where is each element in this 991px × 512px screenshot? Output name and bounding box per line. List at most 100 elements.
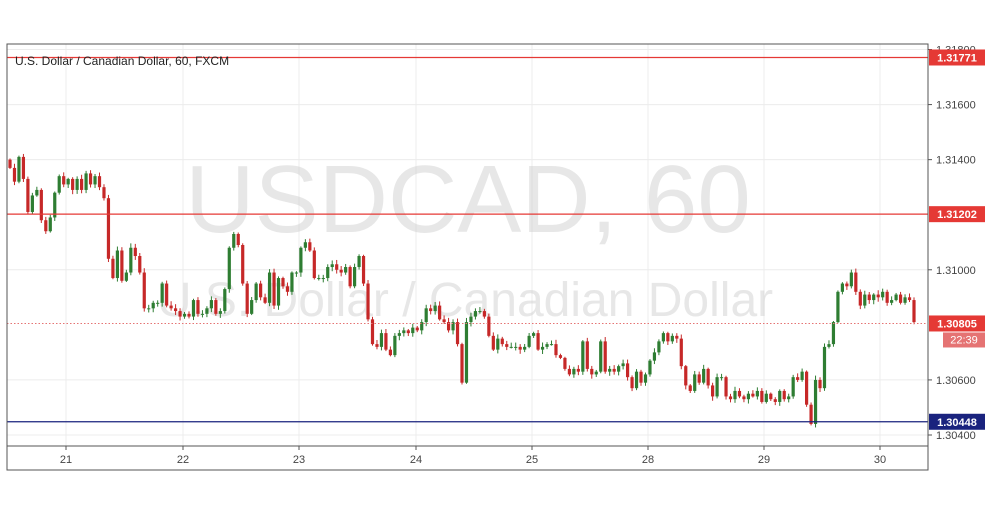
candle <box>326 264 330 282</box>
candle-body <box>693 374 697 391</box>
candle <box>111 255 115 280</box>
candle <box>885 289 889 306</box>
price-labels: 1.318001.316001.314001.310001.306001.304… <box>928 45 976 442</box>
candle <box>827 340 831 349</box>
candle-body <box>214 300 218 314</box>
candle <box>581 340 585 375</box>
candle-body <box>361 256 366 284</box>
candle-body <box>326 267 330 279</box>
candle-body <box>711 385 715 397</box>
candle <box>196 297 200 317</box>
candle-body <box>357 256 361 268</box>
price-tick-label: 1.30400 <box>936 430 976 442</box>
candle-body <box>818 379 822 389</box>
candle-body <box>267 272 272 303</box>
candle <box>643 372 648 386</box>
candle-body <box>438 305 442 320</box>
candle <box>746 391 751 404</box>
candle-body <box>679 338 683 367</box>
candle <box>576 365 580 376</box>
candle <box>675 333 679 343</box>
candle-body <box>191 300 196 317</box>
candle <box>804 370 809 407</box>
candle <box>518 344 522 354</box>
candle-body <box>330 264 334 268</box>
level-tag-label: 1.31202 <box>937 209 977 221</box>
candle-body <box>491 335 495 350</box>
candle-body <box>684 366 688 386</box>
candle-body <box>348 267 352 287</box>
candle-body <box>804 371 809 405</box>
candle <box>160 281 164 307</box>
candle-body <box>572 368 576 375</box>
candle-body <box>505 344 509 347</box>
candle-body <box>93 176 97 185</box>
candle-body <box>182 313 187 317</box>
candle-body <box>675 335 679 339</box>
candle <box>572 366 576 378</box>
candle-body <box>881 291 885 298</box>
candle-body <box>455 322 460 345</box>
candle <box>594 369 598 377</box>
candle <box>397 329 401 341</box>
candle-body <box>312 250 316 279</box>
candle-body <box>415 327 419 331</box>
candle <box>487 313 491 338</box>
candle-body <box>532 333 536 336</box>
candle-body <box>84 173 88 190</box>
candle <box>657 339 661 356</box>
candle-body <box>245 283 249 314</box>
candle <box>496 334 500 354</box>
candle <box>742 394 746 403</box>
candle <box>903 294 907 305</box>
candle <box>769 392 773 401</box>
candle-body <box>594 371 598 375</box>
candle-body <box>558 355 563 358</box>
time-tick-label: 28 <box>642 454 654 466</box>
candle <box>460 342 464 385</box>
candle <box>165 280 169 308</box>
candle-body <box>518 346 522 350</box>
candle <box>514 342 518 351</box>
candle-body <box>165 283 169 306</box>
candle-body <box>836 291 840 323</box>
candle-body <box>156 302 160 304</box>
candle-body <box>250 300 254 314</box>
candle-body <box>549 344 554 346</box>
candle-body <box>66 178 70 185</box>
candle-body <box>218 311 222 314</box>
candle-body <box>796 377 800 380</box>
candle-body <box>272 272 276 306</box>
candle <box>697 371 701 385</box>
candle-body <box>57 176 61 193</box>
candle-body <box>487 316 491 336</box>
candle-body <box>241 245 245 284</box>
candle-body <box>590 368 594 375</box>
candle <box>621 359 625 370</box>
candle <box>625 359 630 381</box>
level-tag <box>929 315 985 332</box>
candle <box>867 292 871 304</box>
candle <box>608 365 612 376</box>
candle <box>652 348 657 365</box>
watermark-symbol: USDCAD, 60 <box>185 146 751 253</box>
candle <box>500 336 504 347</box>
candle-body <box>907 297 912 301</box>
time-tick-label: 22 <box>177 454 189 466</box>
candle-body <box>898 294 903 303</box>
candle <box>308 238 312 252</box>
candle-body <box>285 286 290 292</box>
candle <box>339 266 343 277</box>
candle <box>711 382 715 401</box>
candle-body <box>424 308 428 323</box>
candle-body <box>585 341 589 369</box>
candle-body <box>88 173 93 185</box>
candle <box>48 214 52 233</box>
candle-body <box>227 247 231 290</box>
candle <box>840 282 844 295</box>
candle <box>335 259 339 274</box>
candle <box>469 312 473 327</box>
level-tag <box>929 49 985 66</box>
